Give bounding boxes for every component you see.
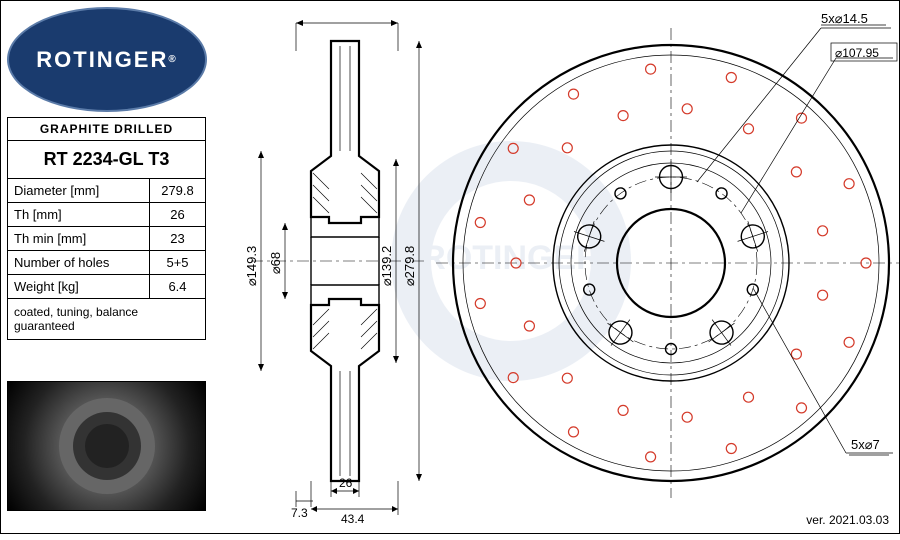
table-row: Th min [mm]23: [8, 227, 206, 251]
dim-thickness: 26: [339, 476, 353, 490]
callout-small: 5x⌀7: [851, 437, 880, 452]
spec-note: coated, tuning, balance guaranteed: [8, 299, 206, 340]
table-row: Number of holes5+5: [8, 251, 206, 275]
callout-pcd: ⌀107.95: [835, 46, 879, 60]
version-label: ver. 2021.03.03: [806, 513, 889, 527]
brand-text: ROTINGER: [36, 47, 168, 73]
callouts: 5x⌀14.5 ⌀107.95 5x⌀7: [697, 11, 897, 455]
table-row: Th [mm]26: [8, 203, 206, 227]
table-row: Weight [kg]6.4: [8, 275, 206, 299]
product-photo: [7, 381, 206, 511]
brand-logo: ROTINGER®: [7, 7, 207, 112]
spec-part-number: RT 2234-GL T3: [8, 141, 206, 179]
table-row: Diameter [mm]279.8: [8, 179, 206, 203]
dim-d3: ⌀139.2: [379, 246, 394, 286]
dim-d2: ⌀68: [268, 252, 283, 274]
dim-d1: ⌀149.3: [244, 246, 259, 286]
spec-table: GRAPHITE DRILLED RT 2234-GL T3 Diameter …: [7, 117, 206, 340]
svg-text:ROTINGER: ROTINGER: [421, 239, 600, 277]
dim-d4: ⌀279.8: [402, 246, 417, 286]
dim-offset: 7.3: [291, 506, 308, 520]
dim-total: 43.4: [341, 512, 365, 526]
spec-category: GRAPHITE DRILLED: [8, 118, 206, 141]
callout-bolt: 5x⌀14.5: [821, 11, 868, 26]
technical-drawing: ROTINGER: [211, 1, 900, 535]
